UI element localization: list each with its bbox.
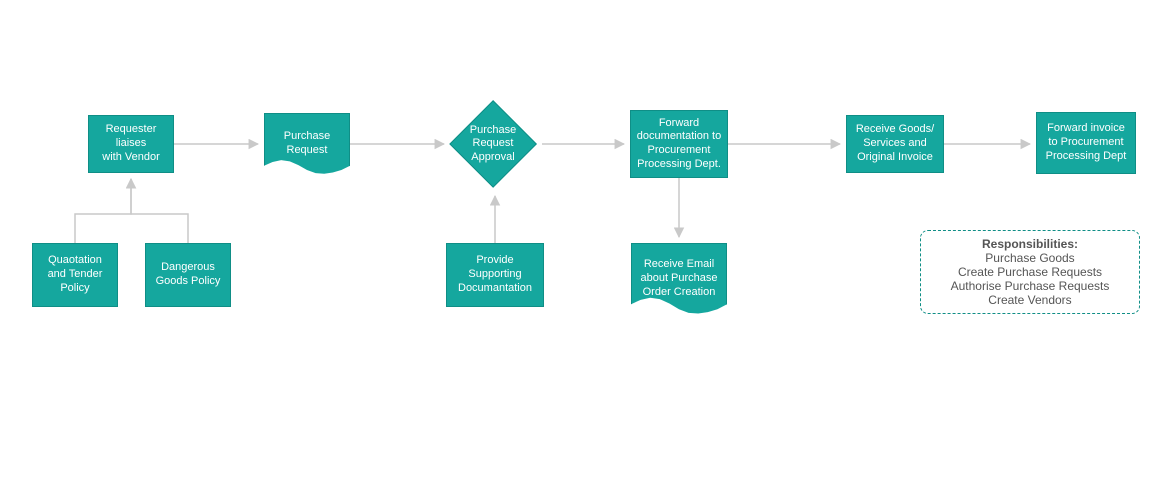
edge-e6 [75, 179, 131, 243]
callout-line: Purchase Goods [985, 251, 1074, 265]
callout-title: Responsibilities: [982, 237, 1078, 251]
step-provide-documentation: ProvideSupportingDocumantation [446, 243, 544, 307]
step-receive-goods: Receive Goods/Services andOriginal Invoi… [846, 115, 944, 173]
policy-quotation-tender: Quaotationand TenderPolicy [32, 243, 118, 307]
step-forward-documentation: Forwarddocumentation toProcurementProces… [630, 110, 728, 178]
doc-purchase-request: PurchaseRequest [264, 113, 350, 175]
step-requester-liaises: Requesterliaiseswith Vendor [88, 115, 174, 173]
callout-line: Create Purchase Requests [958, 265, 1102, 279]
decision-purchase-approval: PurchaseRequestApproval [462, 113, 524, 175]
edge-e7 [131, 179, 188, 243]
callout-line: Authorise Purchase Requests [951, 279, 1110, 293]
flowchart-canvas: Requesterliaiseswith Vendor PurchaseRequ… [0, 0, 1171, 500]
callout-line: Create Vendors [988, 293, 1071, 307]
step-forward-invoice: Forward invoiceto ProcurementProcessing … [1036, 112, 1136, 174]
responsibilities-callout: Responsibilities: Purchase Goods Create … [920, 230, 1140, 314]
policy-dangerous-goods: DangerousGoods Policy [145, 243, 231, 307]
doc-receive-email: Receive Emailabout PurchaseOrder Creatio… [631, 243, 727, 315]
